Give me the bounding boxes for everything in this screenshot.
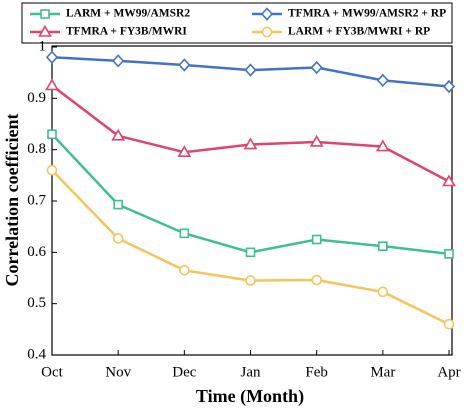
- marker: [261, 26, 273, 38]
- marker: [311, 274, 322, 286]
- marker: [243, 137, 258, 150]
- marker: [112, 54, 125, 68]
- marker: [309, 134, 324, 147]
- marker: [244, 63, 257, 77]
- marker: [45, 78, 59, 91]
- marker: [178, 58, 191, 72]
- marker: [245, 247, 256, 258]
- marker: [179, 264, 190, 276]
- line: [51, 84, 450, 183]
- marker: [310, 60, 323, 75]
- y-axis-label: Correlation coefficient: [2, 113, 22, 286]
- marker: [442, 79, 456, 94]
- x-tick-label: Dec: [172, 364, 196, 380]
- marker: [40, 9, 50, 19]
- marker: [245, 275, 256, 286]
- marker: [111, 128, 126, 141]
- y-tick-label: 0.8: [27, 141, 46, 157]
- marker: [311, 234, 322, 245]
- marker: [45, 50, 59, 64]
- marker: [38, 24, 52, 37]
- y-tick-label: 1: [39, 38, 47, 54]
- legend-box: [21, 2, 453, 44]
- y-tick-label: 0.7: [27, 192, 46, 208]
- line: [51, 133, 450, 256]
- x-tick-label: Nov: [105, 364, 131, 380]
- legend-label: TFMRA + FY3B/MWRI: [66, 26, 187, 38]
- marker: [46, 164, 58, 176]
- marker: [442, 174, 456, 187]
- marker: [113, 199, 123, 210]
- plot-frame: [51, 45, 453, 356]
- marker: [378, 241, 388, 251]
- legend-label: LARM + FY3B/MWRI + RP: [288, 26, 430, 38]
- y-tick-label: 0.5: [27, 295, 46, 311]
- marker: [47, 129, 57, 140]
- x-tick-label: Apr: [437, 364, 460, 380]
- marker: [177, 145, 192, 158]
- legend-label: TFMRA + MW99/AMSR2 + RP: [288, 8, 446, 20]
- legend-label: LARM + MW99/AMSR2: [66, 8, 190, 20]
- x-tick-label: Feb: [305, 364, 328, 380]
- y-tick-label: 0.6: [27, 244, 46, 260]
- x-tick-label: Mar: [370, 364, 395, 380]
- marker: [377, 286, 389, 298]
- x-tick-label: Oct: [41, 364, 63, 380]
- marker: [443, 318, 455, 330]
- y-tick-label: 0.4: [27, 346, 46, 362]
- marker: [179, 228, 190, 239]
- marker: [112, 233, 124, 244]
- marker: [260, 7, 274, 21]
- x-tick-label: Jan: [241, 364, 261, 380]
- marker: [444, 249, 454, 259]
- marker: [376, 73, 389, 88]
- marker: [375, 139, 390, 152]
- y-tick-label: 0.9: [27, 90, 46, 106]
- x-axis-label: Time (Month): [196, 386, 304, 407]
